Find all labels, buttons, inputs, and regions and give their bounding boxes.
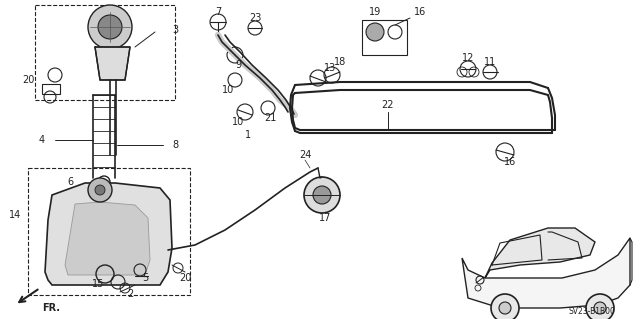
Text: 10: 10: [232, 117, 244, 127]
Circle shape: [499, 302, 511, 314]
Text: 6: 6: [67, 177, 73, 187]
Text: 14: 14: [9, 210, 21, 220]
Text: 16: 16: [504, 157, 516, 167]
Text: 7: 7: [215, 7, 221, 17]
Text: 2: 2: [127, 289, 133, 299]
Text: 20: 20: [22, 75, 34, 85]
Text: 18: 18: [334, 57, 346, 67]
Circle shape: [366, 23, 384, 41]
Text: 17: 17: [319, 213, 331, 223]
Text: 19: 19: [369, 7, 381, 17]
Text: 24: 24: [299, 150, 311, 160]
Circle shape: [491, 294, 519, 319]
Circle shape: [304, 177, 340, 213]
Text: 10: 10: [222, 85, 234, 95]
Circle shape: [98, 15, 122, 39]
Text: 3: 3: [172, 25, 178, 35]
Polygon shape: [45, 183, 172, 285]
Text: FR.: FR.: [42, 303, 60, 313]
Text: 22: 22: [381, 100, 394, 110]
Text: 20: 20: [179, 273, 191, 283]
Circle shape: [88, 178, 112, 202]
Polygon shape: [65, 202, 150, 275]
Text: 12: 12: [462, 53, 474, 63]
Text: 9: 9: [235, 60, 241, 70]
Bar: [42, 84, 60, 94]
Text: 5: 5: [142, 273, 148, 283]
Polygon shape: [462, 238, 630, 308]
Text: 16: 16: [414, 7, 426, 17]
Text: 23: 23: [249, 13, 261, 23]
Bar: [28, 168, 190, 295]
Polygon shape: [485, 228, 595, 278]
Text: 11: 11: [484, 57, 496, 67]
Text: 13: 13: [324, 63, 336, 73]
Circle shape: [88, 5, 132, 49]
Text: SV23-B1B00: SV23-B1B00: [568, 308, 616, 316]
Text: 15: 15: [92, 279, 104, 289]
Text: 1: 1: [245, 130, 251, 140]
Bar: [35, 5, 175, 100]
Text: 21: 21: [264, 113, 276, 123]
Text: 4: 4: [39, 135, 45, 145]
Bar: [362, 20, 407, 55]
Circle shape: [594, 302, 606, 314]
Polygon shape: [95, 47, 130, 80]
Circle shape: [95, 185, 105, 195]
Text: 8: 8: [172, 140, 178, 150]
Circle shape: [313, 186, 331, 204]
Circle shape: [586, 294, 614, 319]
